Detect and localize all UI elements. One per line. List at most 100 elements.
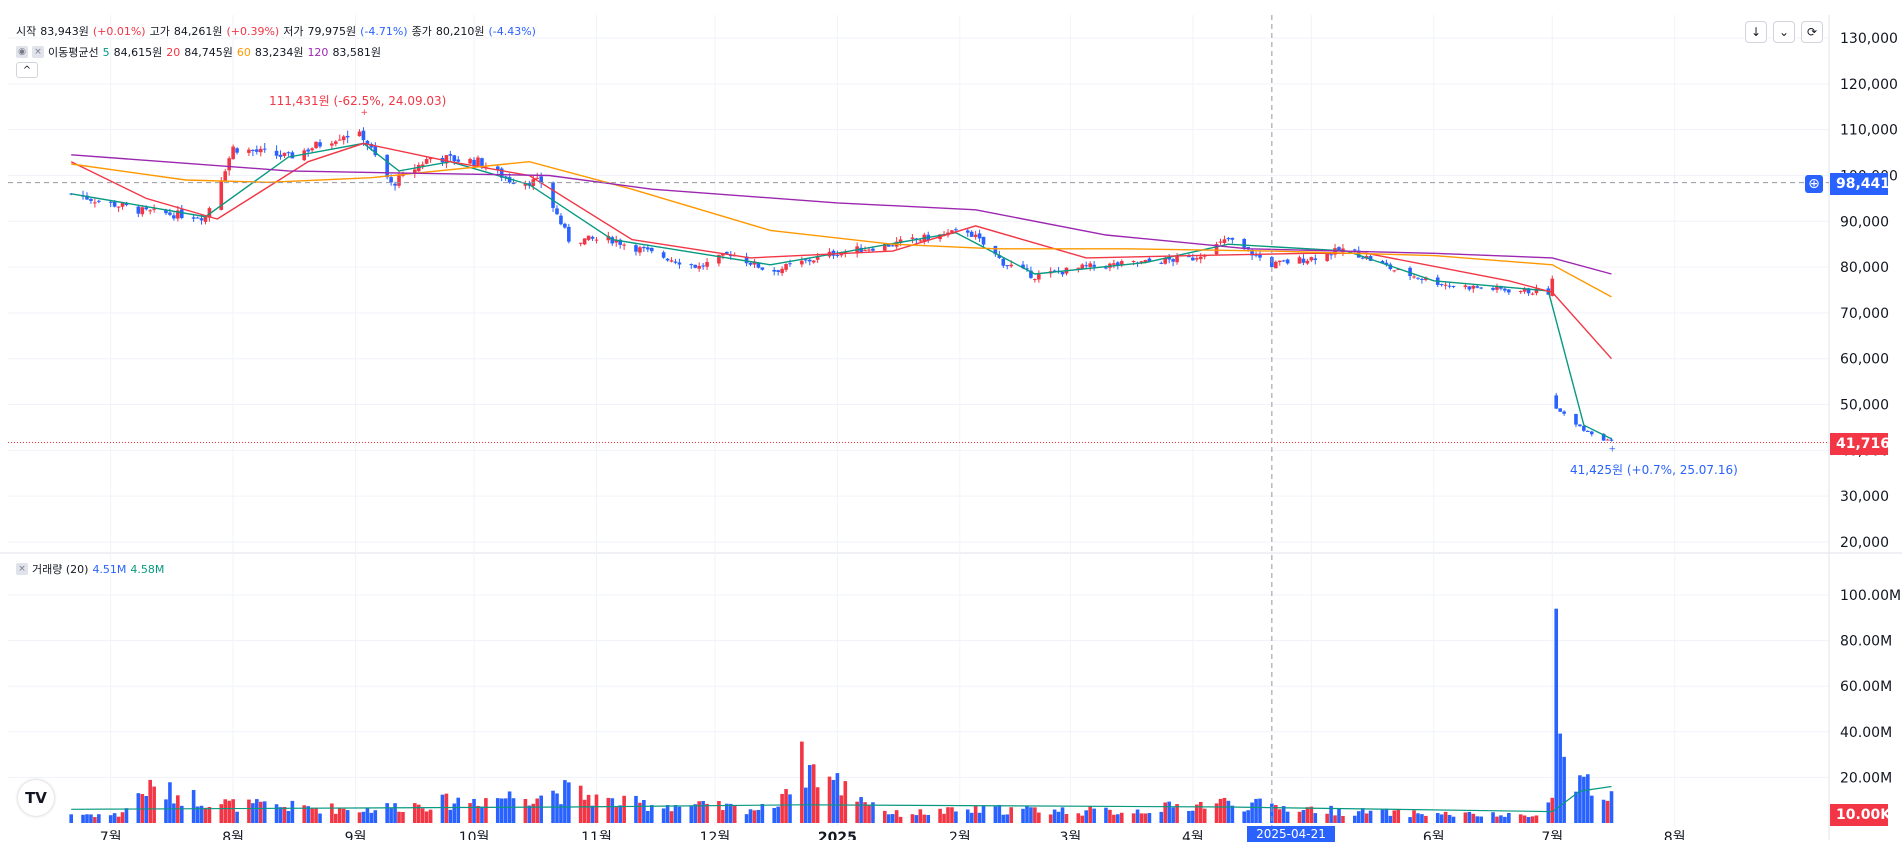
volume-bar xyxy=(1250,802,1254,823)
volume-bar xyxy=(314,807,318,823)
volume-legend: × 거래량 (20) 4.51M 4.58M xyxy=(16,561,164,577)
volume-bar xyxy=(424,811,429,823)
volume-bar xyxy=(1471,813,1476,823)
candle-body xyxy=(1171,259,1175,262)
volume-bar xyxy=(590,805,595,823)
volume-value-1: 4.51M xyxy=(92,562,127,576)
candle-body xyxy=(772,269,777,272)
volume-bar xyxy=(290,800,295,823)
download-button[interactable]: ↓ xyxy=(1745,21,1767,43)
volume-bar xyxy=(1305,807,1310,823)
volume-bar xyxy=(1589,795,1594,823)
volume-bar xyxy=(831,779,836,823)
volume-bar xyxy=(195,806,200,823)
volume-bar xyxy=(251,803,255,823)
volume-bar xyxy=(124,808,129,823)
candle-body xyxy=(590,236,595,239)
collapse-legend-button[interactable]: ^ xyxy=(16,62,38,78)
candle-body xyxy=(120,203,125,207)
candle-body xyxy=(1218,241,1223,243)
volume-bar xyxy=(1479,816,1483,823)
volume-bar xyxy=(1491,812,1495,823)
candle-body xyxy=(330,143,334,146)
candle-body xyxy=(393,183,397,186)
candle-body xyxy=(444,155,449,164)
close-icon[interactable]: × xyxy=(16,563,28,575)
volume-bar xyxy=(310,808,314,823)
ohlc-legend: 시작 83,943원 (+0.01%) 고가 84,261원 (+0.39%) … xyxy=(16,23,536,39)
candle-body xyxy=(231,146,235,160)
candle-body xyxy=(1467,286,1472,290)
volume-bar xyxy=(760,803,765,823)
add-alert-icon[interactable]: ⊕ xyxy=(1805,175,1823,193)
candle-body xyxy=(89,198,93,201)
ma60-value: 83,234원 xyxy=(254,46,304,59)
candle-body xyxy=(997,255,1002,258)
price-tick-label: 20,000 xyxy=(1840,535,1889,551)
minimize-button[interactable]: ⌄ xyxy=(1773,21,1795,43)
candle-body xyxy=(744,256,749,264)
volume-bar xyxy=(1368,810,1373,823)
last-price-tag: 41,716 xyxy=(1830,433,1890,455)
high-marker: + xyxy=(360,108,368,118)
time-tick-label: 8월 xyxy=(222,830,244,840)
candle-body xyxy=(389,177,393,183)
volume-bar xyxy=(1191,810,1195,823)
candle-body xyxy=(1029,270,1033,278)
volume-bar xyxy=(472,798,476,823)
candle-body xyxy=(1325,253,1329,262)
candle-body xyxy=(1175,256,1179,263)
candle-body xyxy=(1439,284,1444,286)
candle-body xyxy=(310,148,314,151)
volume-bar xyxy=(725,803,729,823)
volume-bar xyxy=(1408,817,1412,823)
volume-bar xyxy=(223,799,228,823)
volume-bar xyxy=(555,793,559,823)
close-icon[interactable]: × xyxy=(32,46,44,58)
volume-bar xyxy=(938,808,942,823)
candle-body xyxy=(1329,254,1333,256)
candle-body xyxy=(646,247,650,250)
high-annotation: 111,431원 (-62.5%, 24.09.03) xyxy=(269,94,447,108)
volume-bar xyxy=(981,805,986,823)
candle-body xyxy=(1037,274,1041,280)
volume-bar xyxy=(1258,798,1262,823)
time-tick-label: 6월 xyxy=(1423,830,1445,840)
tradingview-logo-icon[interactable]: TV xyxy=(18,780,54,816)
volume-bar xyxy=(1495,816,1499,823)
candle-body xyxy=(341,136,346,141)
volume-bar xyxy=(1562,756,1566,823)
candle-body xyxy=(867,249,871,251)
candle-body xyxy=(1033,279,1037,281)
candle-body xyxy=(136,206,141,214)
volume-bar xyxy=(1254,798,1258,823)
candle-body xyxy=(705,262,709,267)
volume-bar xyxy=(752,810,757,823)
volume-bar xyxy=(401,811,405,823)
volume-bar xyxy=(373,810,378,823)
volume-bar xyxy=(1475,816,1480,823)
volume-bar xyxy=(247,799,251,823)
eye-icon[interactable]: ◉ xyxy=(16,46,28,58)
candle-body xyxy=(1609,439,1614,441)
candle-body xyxy=(1191,257,1195,261)
volume-bar xyxy=(365,807,370,823)
volume-bar xyxy=(334,813,338,823)
volume-bar xyxy=(839,795,844,823)
candle-body xyxy=(721,253,725,256)
candle-body xyxy=(424,159,429,164)
candle-body xyxy=(1554,395,1559,409)
candle-body xyxy=(337,139,342,141)
candle-body xyxy=(1586,430,1590,432)
volume-bar xyxy=(673,805,678,823)
refresh-button[interactable]: ⟳ xyxy=(1801,21,1823,43)
low-value: 79,975원 xyxy=(307,25,357,38)
candle-body xyxy=(1060,271,1065,275)
volume-bar xyxy=(882,810,887,823)
volume-bar xyxy=(511,798,516,823)
volume-bar xyxy=(1048,814,1053,823)
candle-body xyxy=(1277,260,1282,262)
volume-bar xyxy=(634,795,638,823)
candle-body xyxy=(634,245,638,252)
